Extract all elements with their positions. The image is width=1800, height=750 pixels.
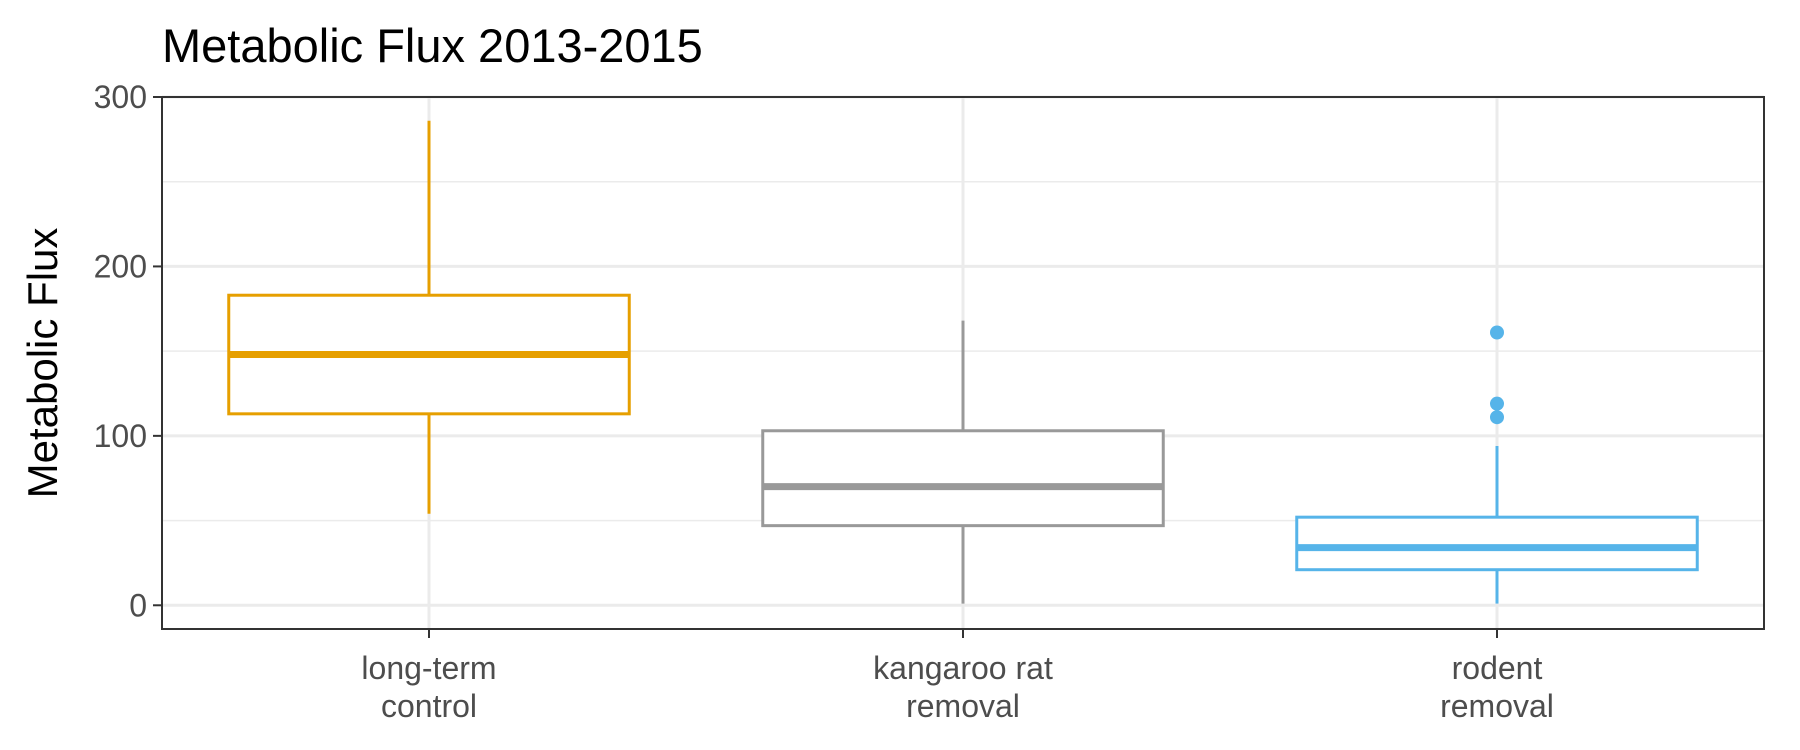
chart-title: Metabolic Flux 2013-2015 [162,19,703,72]
box-iqr [1295,515,1699,572]
y-tick-label: 300 [94,79,147,115]
box-group [1295,325,1699,604]
outlier-point [1490,410,1504,425]
outlier-point [1490,396,1504,411]
axes-layer: 0 100 200 300 long-term control kangaroo rat re… [94,79,1554,724]
y-tick-label: 200 [94,248,147,284]
x-tick-label: rodent removal [1440,650,1554,724]
x-tick-label: kangaroo rat removal [873,650,1053,724]
boxes-layer [227,120,1699,604]
y-tick-label: 0 [129,587,147,623]
outlier-point [1490,325,1504,340]
box-group [761,320,1165,604]
y-axis-label: Metabolic Flux [19,228,66,499]
box-group [227,120,631,514]
x-tick-label: long-term control [361,650,496,724]
box-iqr [761,429,1165,528]
y-tick-label: 100 [94,418,147,454]
